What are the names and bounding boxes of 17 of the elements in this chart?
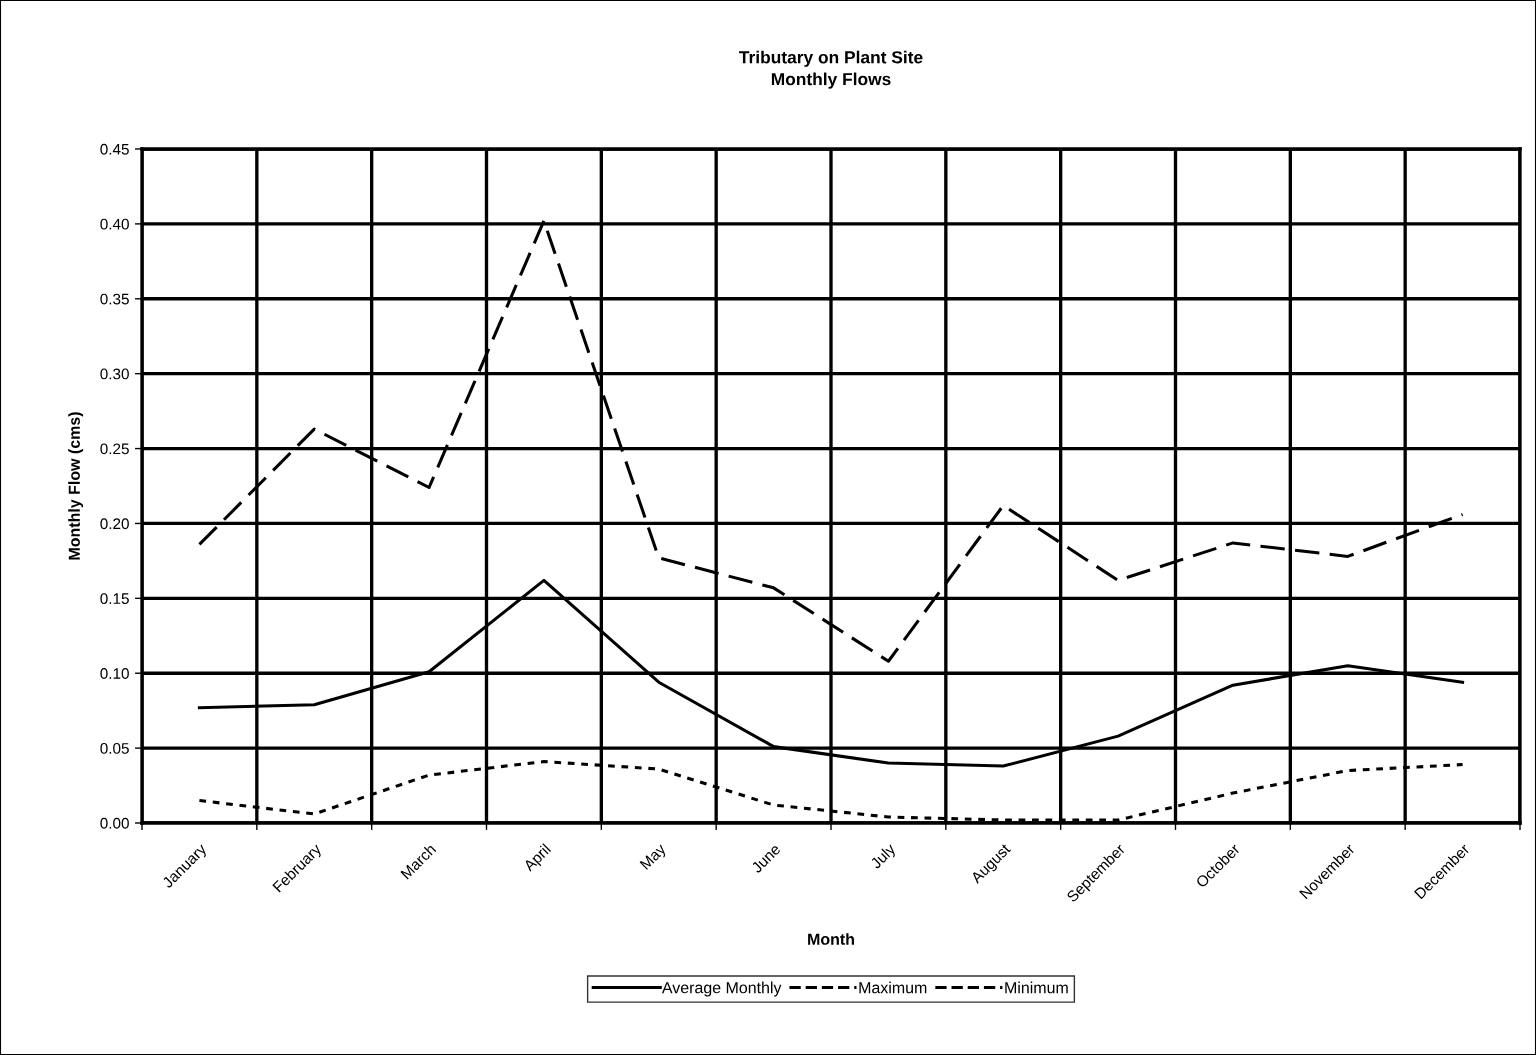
y-tick-label: 0.35: [100, 293, 129, 305]
y-tick-label: 0.45: [100, 143, 129, 155]
y-tick-label: 0.05: [100, 742, 129, 754]
y-tick-label: 0.15: [100, 593, 129, 605]
legend-label: Maximum: [859, 981, 927, 994]
x-axis-title: Month: [808, 933, 854, 945]
legend-label: Average Monthly: [661, 981, 782, 997]
y-tick-label: 0.10: [100, 668, 129, 679]
y-tick-label: 0.20: [100, 518, 129, 530]
y-tick-label: 0.40: [100, 218, 129, 230]
y-tick-label: 0.30: [100, 368, 129, 380]
y-tick-label: 0.25: [100, 443, 129, 455]
y-axis-title: Monthly Flow (cms): [68, 412, 84, 560]
x-tick-label: July: [869, 842, 899, 872]
legend-label: Minimum: [1005, 981, 1068, 994]
chart-title: Tributary on Plant Site Monthly Flows: [739, 50, 923, 89]
y-tick-label: 0.00: [100, 817, 129, 829]
